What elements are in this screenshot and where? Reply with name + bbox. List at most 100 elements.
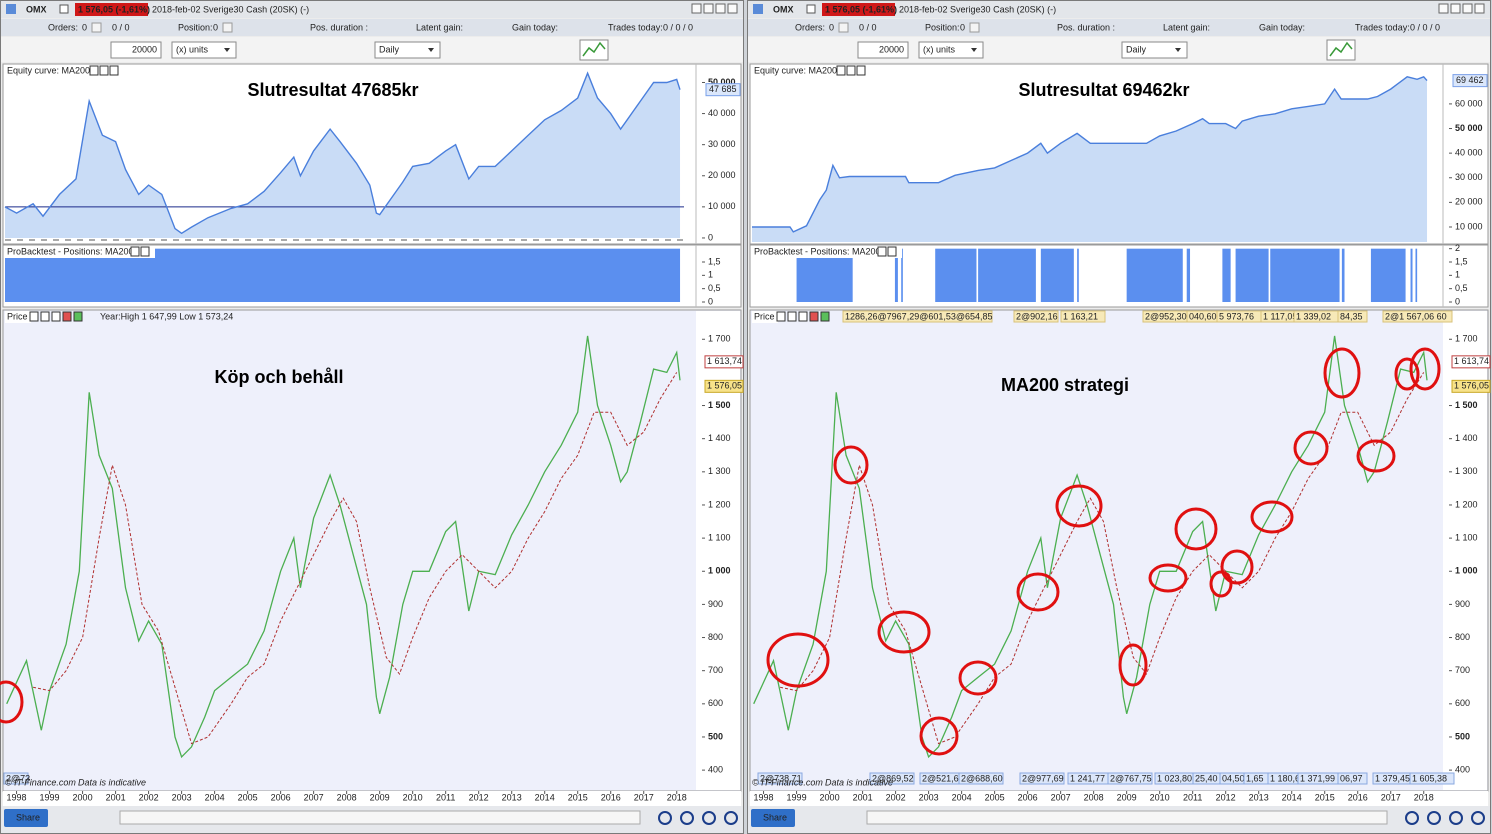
- symbol-info-icon[interactable]: [806, 4, 816, 14]
- window-button[interactable]: [1450, 3, 1461, 14]
- cancel-orders-icon[interactable]: [838, 22, 849, 33]
- units-select[interactable]: [918, 41, 984, 59]
- disclaimer: Data is indicative: [78, 777, 146, 787]
- latent-label: Latent gain:: [1163, 22, 1210, 32]
- units-select[interactable]: [171, 41, 237, 59]
- trade-label: 84,35: [1340, 311, 1363, 321]
- symbol-info-icon[interactable]: [59, 4, 69, 14]
- window-button[interactable]: [727, 3, 738, 14]
- panel-button[interactable]: [887, 246, 897, 257]
- order-toolbar: [1, 19, 743, 36]
- highlight-circle: [1323, 347, 1361, 399]
- share-button[interactable]: [751, 809, 795, 827]
- zoom-button[interactable]: [1427, 811, 1441, 825]
- zoom-button[interactable]: [1405, 811, 1419, 825]
- panel-button[interactable]: [856, 65, 866, 76]
- highlight-circle: [0, 680, 24, 724]
- highlight-circle: [1220, 549, 1254, 585]
- close-position-icon[interactable]: [969, 22, 980, 33]
- indicator-button[interactable]: [579, 39, 609, 61]
- quantity-input[interactable]: [857, 41, 909, 59]
- quantity-input[interactable]: [110, 41, 162, 59]
- x-tick-label: 2005: [985, 792, 1005, 802]
- window-button[interactable]: [691, 3, 702, 14]
- window-button[interactable]: [1474, 3, 1485, 14]
- window-button[interactable]: [715, 3, 726, 14]
- trades-label: Trades today:: [1355, 22, 1410, 32]
- panel-button[interactable]: [109, 65, 119, 76]
- trade-label: 5 973,76: [1219, 311, 1254, 321]
- scrollbar[interactable]: [119, 810, 641, 825]
- zoom-button[interactable]: [702, 811, 716, 825]
- x-tick-label: 2007: [1051, 792, 1071, 802]
- window-button[interactable]: [1438, 3, 1449, 14]
- price-annotation: Köp och behåll: [214, 367, 343, 387]
- price-tag-label: 1 613,74: [707, 356, 742, 366]
- last-value-label: 47 685: [709, 84, 737, 94]
- y-tick-label: 1 700: [708, 334, 731, 344]
- latent-label: Latent gain:: [416, 22, 463, 32]
- equity-area: [5, 73, 681, 238]
- window-button[interactable]: [1462, 3, 1473, 14]
- trade-label-bg: [3, 772, 29, 785]
- quantity: 20000: [132, 44, 157, 54]
- panel-button[interactable]: [89, 65, 99, 76]
- panel-button[interactable]: [820, 311, 830, 322]
- window-button[interactable]: [703, 3, 714, 14]
- zoom-button[interactable]: [680, 811, 694, 825]
- y-tick-label: 60 000: [1455, 98, 1483, 108]
- timeframe-select[interactable]: [1121, 41, 1188, 59]
- position-bar: [1126, 248, 1183, 302]
- price-tag: [1451, 379, 1491, 393]
- position: 0: [213, 22, 218, 32]
- trades: 0 / 0 / 0: [1410, 22, 1440, 32]
- highlight-circle: [958, 660, 998, 696]
- highlight-circle: [1356, 439, 1396, 473]
- disclaimer: Data is indicative: [825, 777, 893, 787]
- price-annotation: MA200 strategi: [1001, 375, 1129, 395]
- zoom-button[interactable]: [1449, 811, 1463, 825]
- zoom-button[interactable]: [1471, 811, 1485, 825]
- panel-button[interactable]: [140, 246, 150, 257]
- panel-button[interactable]: [62, 311, 72, 322]
- zoom-button[interactable]: [658, 811, 672, 825]
- y-tick-label: 40 000: [1455, 148, 1483, 158]
- y-tick-label: 1 400: [1455, 433, 1478, 443]
- y-tick-label: 20 000: [708, 170, 736, 180]
- dropdown-arrow: [971, 48, 977, 52]
- share-button[interactable]: [4, 809, 48, 827]
- panel-button[interactable]: [877, 246, 887, 257]
- panel-button[interactable]: [776, 311, 786, 322]
- panel-button[interactable]: [130, 246, 140, 257]
- y-tick-label: 1 400: [708, 433, 731, 443]
- x-tick-label: 2014: [535, 792, 555, 802]
- orders: 0: [829, 22, 834, 32]
- panel-button[interactable]: [73, 311, 83, 322]
- panel-button[interactable]: [99, 65, 109, 76]
- panel-button[interactable]: [836, 65, 846, 76]
- panel-button[interactable]: [51, 311, 61, 322]
- x-tick-label: 2018: [667, 792, 687, 802]
- scrollbar[interactable]: [866, 810, 1388, 825]
- trade-label: 2@952,30: [1145, 311, 1187, 321]
- x-tick-label: 2009: [1117, 792, 1137, 802]
- panel-button[interactable]: [787, 311, 797, 322]
- trade-label: 2@738,71: [760, 773, 802, 783]
- cancel-orders-icon[interactable]: [91, 22, 102, 33]
- highlight-circle: [1394, 357, 1420, 391]
- y-tick-label: 1 100: [1455, 532, 1478, 542]
- zoom-button[interactable]: [724, 811, 738, 825]
- price-tag: [704, 355, 744, 369]
- panel-button[interactable]: [40, 311, 50, 322]
- indicator-button[interactable]: [1326, 39, 1356, 61]
- panel-button[interactable]: [29, 311, 39, 322]
- trade-label-bg: [1013, 310, 1059, 323]
- close-position-icon[interactable]: [222, 22, 233, 33]
- dropdown-arrow: [428, 48, 434, 52]
- duration-label: Pos. duration :: [310, 22, 368, 32]
- panel-button[interactable]: [798, 311, 808, 322]
- panel-button[interactable]: [846, 65, 856, 76]
- title-bar: [748, 1, 1490, 18]
- timeframe-select[interactable]: [374, 41, 441, 59]
- panel-button[interactable]: [809, 311, 819, 322]
